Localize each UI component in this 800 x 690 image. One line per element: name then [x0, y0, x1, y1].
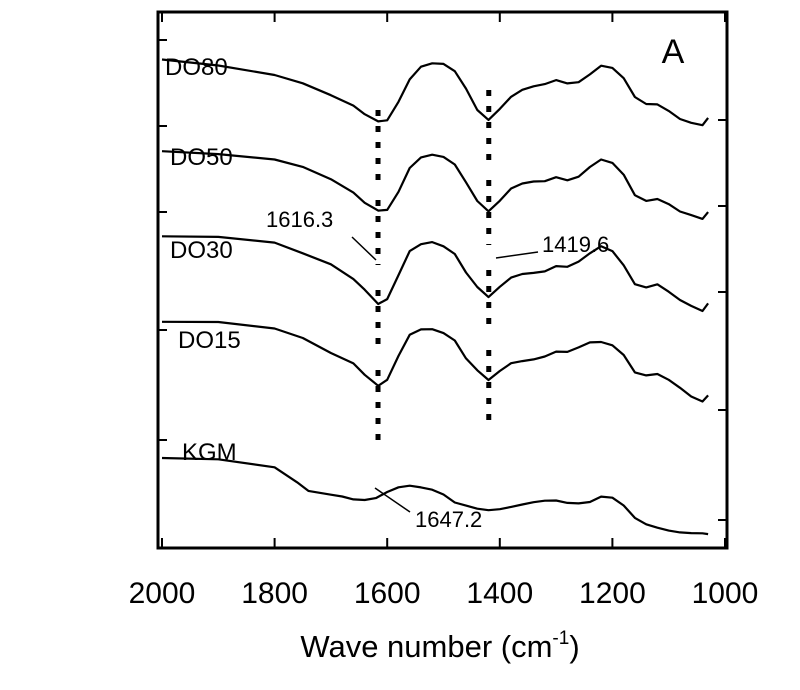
peak-marker-lines — [375, 90, 492, 440]
series-label-do80: DO80 — [165, 54, 228, 81]
series-label-do50: DO50 — [170, 144, 233, 171]
x-tick-label: 1200 — [579, 577, 646, 610]
x-axis-title-superscript: -1 — [552, 628, 569, 649]
x-tick-label: 2000 — [129, 577, 196, 610]
series-label-do30: DO30 — [170, 237, 233, 264]
x-axis-title-close: ) — [569, 629, 579, 664]
x-tick-labels: 2000 1800 1600 1400 1200 1000 — [129, 577, 759, 610]
series-line-do30 — [161, 235, 709, 313]
series-line-do80 — [161, 58, 709, 127]
panel-label: A — [662, 33, 685, 71]
series-labels: DO80 DO50 DO30 DO15 KGM — [165, 54, 241, 466]
axis-ticks — [158, 12, 727, 548]
spectrum-lines — [161, 58, 709, 536]
annotation-label: 1419.6 — [542, 232, 609, 257]
x-tick-label: 1400 — [466, 577, 533, 610]
series-label-do15: DO15 — [178, 327, 241, 354]
x-tick-label: 1800 — [241, 577, 308, 610]
peak-annotations: 1616.3 1419.6 1647.2 — [266, 207, 609, 532]
annotation-leader — [351, 236, 377, 261]
annotation-leader — [495, 251, 539, 259]
x-tick-label: 1000 — [692, 577, 759, 610]
annotation-leader — [374, 487, 411, 513]
annotation-label: 1616.3 — [266, 207, 333, 232]
x-tick-label: 1600 — [354, 577, 421, 610]
x-axis-title-main: Wave number (cm — [300, 629, 552, 664]
series-line-do15 — [161, 320, 709, 403]
x-axis-title: Wave number (cm-1) — [300, 628, 579, 664]
series-line-do50 — [161, 150, 709, 220]
annotation-label: 1647.2 — [415, 507, 482, 532]
series-line-kgm — [161, 456, 709, 536]
plot-frame — [156, 10, 729, 550]
series-label-kgm: KGM — [182, 439, 237, 466]
